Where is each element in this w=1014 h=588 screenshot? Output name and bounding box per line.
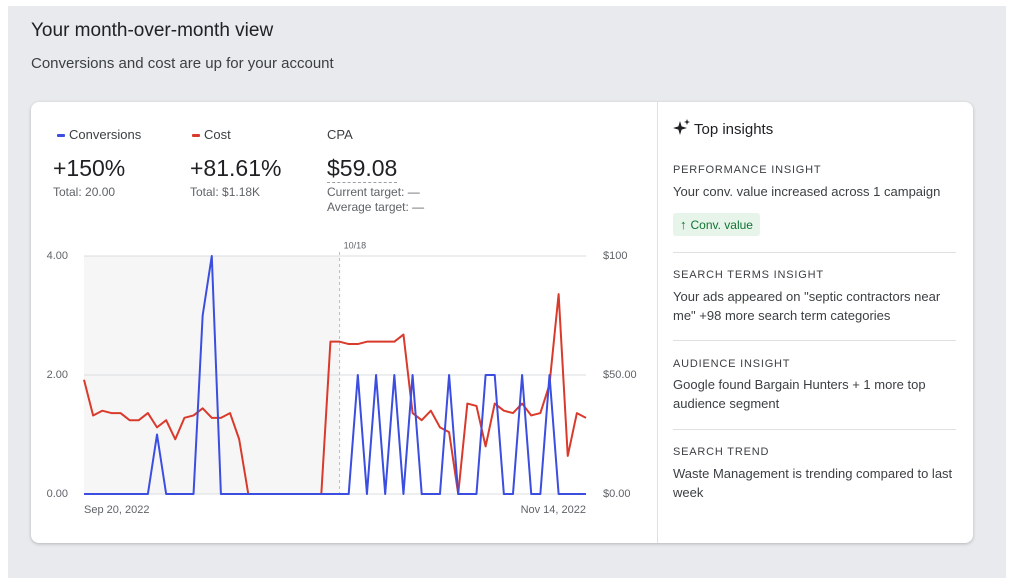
insights-header: Top insights: [673, 119, 773, 138]
series-line: [84, 255, 586, 495]
insight-label: SEARCH TREND: [673, 446, 770, 458]
insights-title: Top insights: [694, 121, 774, 138]
legend-label: Conversions: [69, 127, 142, 142]
metric-label: CPA: [327, 127, 353, 142]
insight-text: Waste Management is trending compared to…: [673, 466, 953, 500]
divider: [657, 102, 658, 543]
chip-label: Conv. value: [690, 218, 753, 232]
y-tick-label: 2.00: [47, 369, 68, 381]
insight-text: Your conv. value increased across 1 camp…: [673, 184, 941, 199]
legend-swatch: [192, 134, 200, 138]
metric-value: $59.08: [327, 155, 398, 183]
legend-swatch: [57, 134, 65, 138]
y-tick-label: 0.00: [47, 488, 68, 500]
current-target: Current target: —: [327, 185, 420, 199]
y2-tick-label: $0.00: [603, 488, 631, 500]
insight-text: Your ads appeared on "septic contractors…: [673, 289, 941, 323]
legend-cost[interactable]: Cost: [192, 127, 231, 142]
title: Your month-over-month view: [31, 20, 274, 41]
separator: [673, 340, 956, 341]
insight-text: Google found Bargain Hunters + 1 more to…: [673, 377, 926, 411]
y-tick-label: 4.00: [47, 250, 68, 262]
insight-label: PERFORMANCE INSIGHT: [673, 164, 822, 176]
legend-conversions[interactable]: Conversions: [57, 127, 141, 142]
y2-tick-label: $100: [603, 250, 627, 262]
series-line: [83, 293, 587, 495]
y2-tick-label: $50.00: [603, 369, 637, 381]
insight-label: SEARCH TERMS INSIGHT: [673, 269, 824, 281]
x-tick-label: Nov 14, 2022: [521, 504, 586, 516]
insight-chip[interactable]: ↑ Conv. value: [673, 213, 760, 236]
subtitle: Conversions and cost are up for your acc…: [31, 55, 334, 72]
separator: [673, 252, 956, 253]
legend-label: Cost: [204, 127, 231, 142]
metric-total: Total: 20.00: [53, 185, 116, 199]
metric-change: +81.61%: [190, 155, 282, 181]
average-target: Average target: —: [327, 200, 425, 214]
x-tick-label: Sep 20, 2022: [84, 504, 149, 516]
metric-total: Total: $1.18K: [190, 185, 261, 199]
insight-label: AUDIENCE INSIGHT: [673, 358, 791, 370]
metric-change: +150%: [53, 155, 126, 181]
separator: [673, 429, 956, 430]
sparkle-icon: [673, 119, 690, 135]
marker-label: 10/18: [344, 240, 367, 250]
